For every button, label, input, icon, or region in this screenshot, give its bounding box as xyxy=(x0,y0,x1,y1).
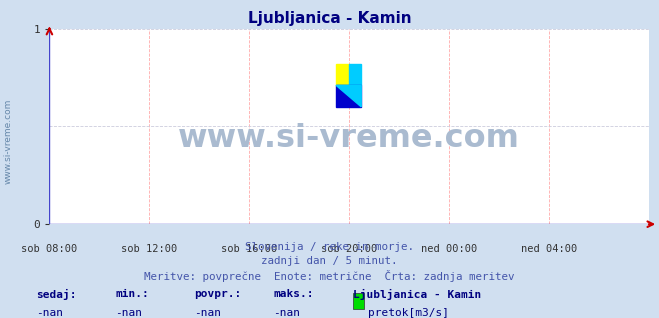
Text: -nan: -nan xyxy=(115,308,142,318)
Text: sedaj:: sedaj: xyxy=(36,289,76,300)
Text: -nan: -nan xyxy=(36,308,63,318)
Text: povpr.:: povpr.: xyxy=(194,289,242,299)
Bar xyxy=(349,64,361,85)
Text: Ljubljanica - Kamin: Ljubljanica - Kamin xyxy=(353,289,481,300)
Text: -nan: -nan xyxy=(273,308,301,318)
Text: sob 12:00: sob 12:00 xyxy=(121,244,177,254)
Text: sob 20:00: sob 20:00 xyxy=(321,244,378,254)
Bar xyxy=(336,64,349,85)
Text: Meritve: povprečne  Enote: metrične  Črta: zadnja meritev: Meritve: povprečne Enote: metrične Črta:… xyxy=(144,270,515,282)
Text: sob 08:00: sob 08:00 xyxy=(21,244,78,254)
Text: www.si-vreme.com: www.si-vreme.com xyxy=(179,123,520,154)
Text: -nan: -nan xyxy=(194,308,221,318)
Text: www.si-vreme.com: www.si-vreme.com xyxy=(3,99,13,184)
Text: min.:: min.: xyxy=(115,289,149,299)
Text: Slovenija / reke in morje.: Slovenija / reke in morje. xyxy=(245,242,414,252)
Text: zadnji dan / 5 minut.: zadnji dan / 5 minut. xyxy=(261,256,398,266)
Polygon shape xyxy=(336,85,361,107)
Text: maks.:: maks.: xyxy=(273,289,314,299)
Polygon shape xyxy=(336,85,361,107)
Text: ned 04:00: ned 04:00 xyxy=(521,244,577,254)
Text: pretok[m3/s]: pretok[m3/s] xyxy=(368,308,449,318)
Text: Ljubljanica - Kamin: Ljubljanica - Kamin xyxy=(248,11,411,26)
Text: sob 16:00: sob 16:00 xyxy=(221,244,277,254)
Text: ned 00:00: ned 00:00 xyxy=(421,244,477,254)
